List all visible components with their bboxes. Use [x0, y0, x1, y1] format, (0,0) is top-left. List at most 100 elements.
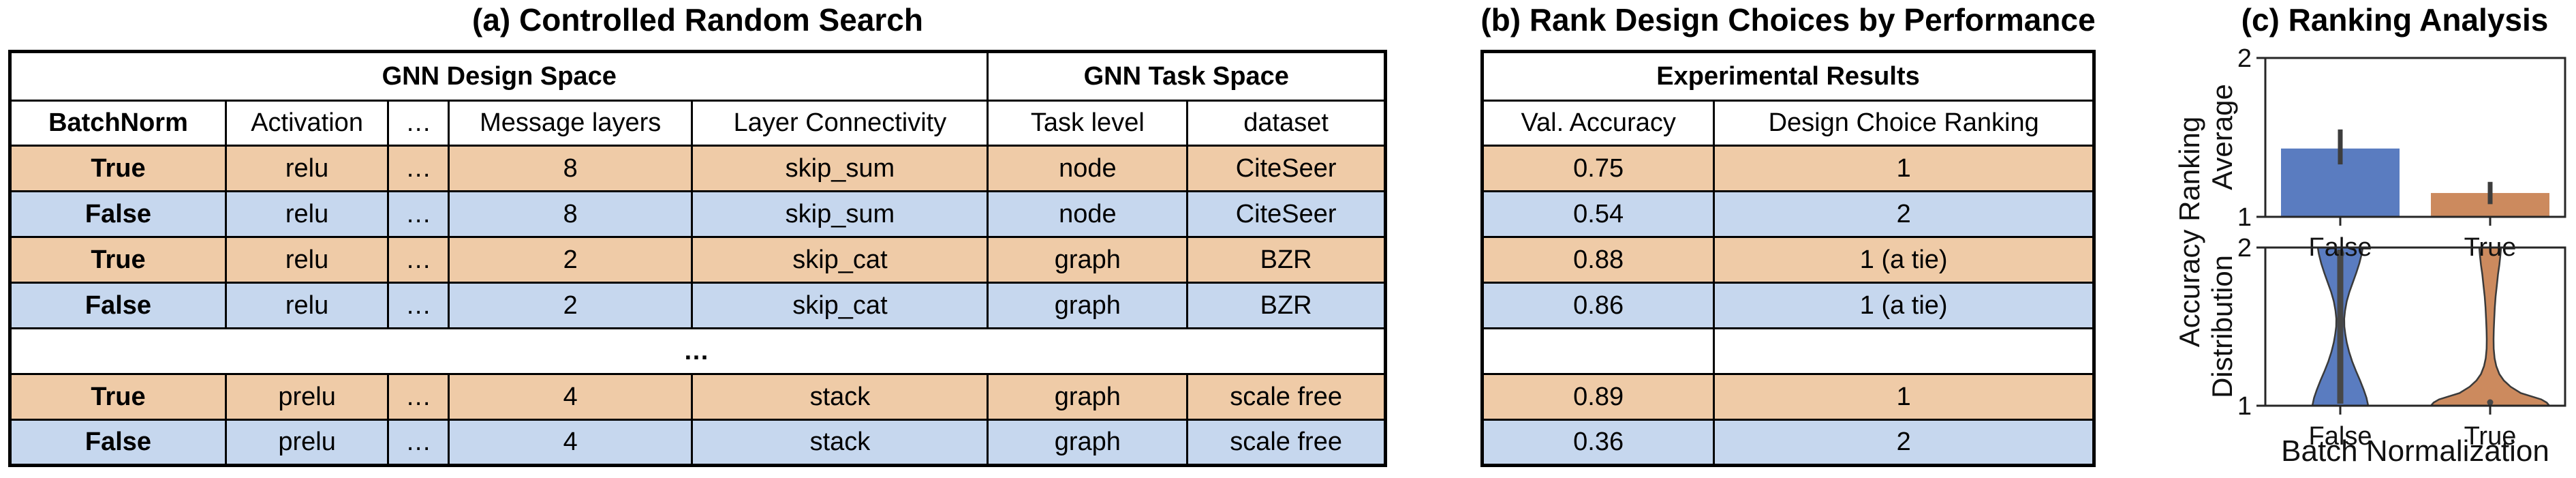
- table-row: 0.36 2: [1480, 419, 2095, 466]
- table-cell: False: [9, 419, 227, 466]
- y-tick-label: 1: [2237, 392, 2252, 421]
- table-cell: 1: [1713, 145, 2095, 192]
- table-cell: 8: [448, 145, 694, 192]
- table-cell: skip_sum: [691, 145, 989, 192]
- group-header-cell: GNN Task Space: [987, 50, 1386, 102]
- group-header-row: Experimental Results: [1481, 50, 2095, 102]
- y-tick-label: 1: [2237, 203, 2252, 232]
- table-cell: 0.86: [1480, 282, 1716, 329]
- y-tick-label: 2: [2237, 234, 2252, 263]
- table-cell: [1480, 327, 1716, 375]
- x-tick-label: False: [2309, 422, 2372, 451]
- table-row: True relu… 2 skip_cat graph BZR: [9, 236, 1386, 284]
- table-cell: CiteSeer: [1186, 145, 1386, 192]
- table-cell: 0.89: [1480, 373, 1716, 421]
- table-cell: 4: [448, 419, 694, 466]
- table-cell: stack: [691, 373, 989, 421]
- x-axis-label: Batch Normalization: [2281, 434, 2549, 468]
- table-cell: 2: [448, 236, 694, 284]
- table-cell: scale free: [1186, 373, 1386, 421]
- violin-inner-bar-false: [2337, 250, 2344, 404]
- panel-a-title: (a) Controlled Random Search: [472, 2, 923, 38]
- table-cell: node: [987, 145, 1189, 192]
- shared-y-axis-label: Accuracy Ranking: [2173, 117, 2205, 347]
- column-header-cell: …: [387, 100, 450, 147]
- table-cell: relu: [224, 236, 390, 284]
- table-row: True prelu… 4 stack graph scale free: [9, 373, 1386, 421]
- table-cell: False: [9, 282, 227, 329]
- table-cell: stack: [691, 419, 989, 466]
- column-header-row: Val. Accuracy Design Choice Ranking: [1480, 100, 2095, 147]
- table-cell: graph: [987, 236, 1189, 284]
- violin-median-dot-true: [2487, 399, 2494, 406]
- violin-median-dot-false: [2336, 250, 2344, 258]
- bar-y-axis-label: Average: [2206, 84, 2238, 190]
- gnn-design-space-table: GNN Design Space GNN Task Space BatchNorm A…: [8, 50, 1387, 467]
- table-row: 0.54 2: [1480, 190, 2095, 238]
- column-header-cell: Activation: [224, 100, 390, 147]
- ellipsis-row: …: [9, 327, 1386, 375]
- table-cell: BZR: [1186, 236, 1386, 284]
- column-header-cell: dataset: [1186, 100, 1386, 147]
- table-cell: 4: [448, 373, 694, 421]
- table-cell: node: [987, 190, 1189, 238]
- bar-axes-box: [2264, 57, 2566, 218]
- panel-c-title: (c) Ranking Analysis: [2241, 2, 2549, 38]
- table-cell: …: [387, 145, 450, 192]
- column-header-cell: Design Choice Ranking: [1713, 100, 2095, 147]
- table-row: False relu… 2 skip_cat graph BZR: [9, 282, 1386, 329]
- column-header-cell: Message layers: [448, 100, 694, 147]
- table-cell: skip_cat: [691, 236, 989, 284]
- table-cell: …: [387, 419, 450, 466]
- table-cell: …: [387, 282, 450, 329]
- table-cell: relu: [224, 282, 390, 329]
- table-cell: True: [9, 373, 227, 421]
- table-cell: scale free: [1186, 419, 1386, 466]
- table-cell: 8: [448, 190, 694, 238]
- experimental-results-table: Experimental Results Val. Accuracy Design …: [1480, 50, 2096, 467]
- table-row: 0.75 1: [1480, 145, 2095, 192]
- table-cell: skip_cat: [691, 282, 989, 329]
- table-cell: relu: [224, 190, 390, 238]
- table-cell: 0.36: [1480, 419, 1716, 466]
- ellipsis-cell: …: [9, 327, 1386, 375]
- table-cell: BZR: [1186, 282, 1386, 329]
- violin-true: [2429, 246, 2551, 407]
- column-header-cell: BatchNorm: [9, 100, 227, 147]
- column-header-cell: Layer Connectivity: [691, 100, 989, 147]
- violin-axes-box: [2264, 246, 2566, 407]
- column-header-cell: Val. Accuracy: [1480, 100, 1716, 147]
- table-cell: 0.54: [1480, 190, 1716, 238]
- column-header-row: BatchNorm Activation… Message layers Layer …: [9, 100, 1386, 147]
- table-cell: relu: [224, 145, 390, 192]
- table-cell: skip_sum: [691, 190, 989, 238]
- table-cell: 2: [1713, 419, 2095, 466]
- table-row: 0.86 1 (a tie): [1480, 282, 2095, 329]
- table-cell: 1 (a tie): [1713, 282, 2095, 329]
- table-cell: graph: [987, 373, 1189, 421]
- group-header-cell: Experimental Results: [1481, 50, 2095, 102]
- table-row: True relu… 8 skip_sum node CiteSeer: [9, 145, 1386, 192]
- table-cell: …: [387, 236, 450, 284]
- table-cell: True: [9, 145, 227, 192]
- panel-b-title: (b) Rank Design Choices by Performance: [1480, 2, 2096, 38]
- table-row: 0.88 1 (a tie): [1480, 236, 2095, 284]
- table-cell: graph: [987, 282, 1189, 329]
- table-cell: prelu: [224, 419, 390, 466]
- table-row: 0.89 1: [1480, 373, 2095, 421]
- table-cell: graph: [987, 419, 1189, 466]
- table-cell: 1: [1713, 373, 2095, 421]
- column-header-cell: Task level: [987, 100, 1189, 147]
- violin-y-axis-label: Distribution: [2206, 255, 2238, 398]
- table-cell: …: [387, 190, 450, 238]
- table-row: False relu… 8 skip_sum node CiteSeer: [9, 190, 1386, 238]
- table-cell: 2: [448, 282, 694, 329]
- group-header-row: GNN Design Space GNN Task Space: [8, 50, 1386, 102]
- table-row: False prelu… 4 stack graph scale free: [9, 419, 1386, 466]
- table-cell: 2: [1713, 190, 2095, 238]
- table-cell: CiteSeer: [1186, 190, 1386, 238]
- table-cell: …: [387, 373, 450, 421]
- table-cell: 0.88: [1480, 236, 1716, 284]
